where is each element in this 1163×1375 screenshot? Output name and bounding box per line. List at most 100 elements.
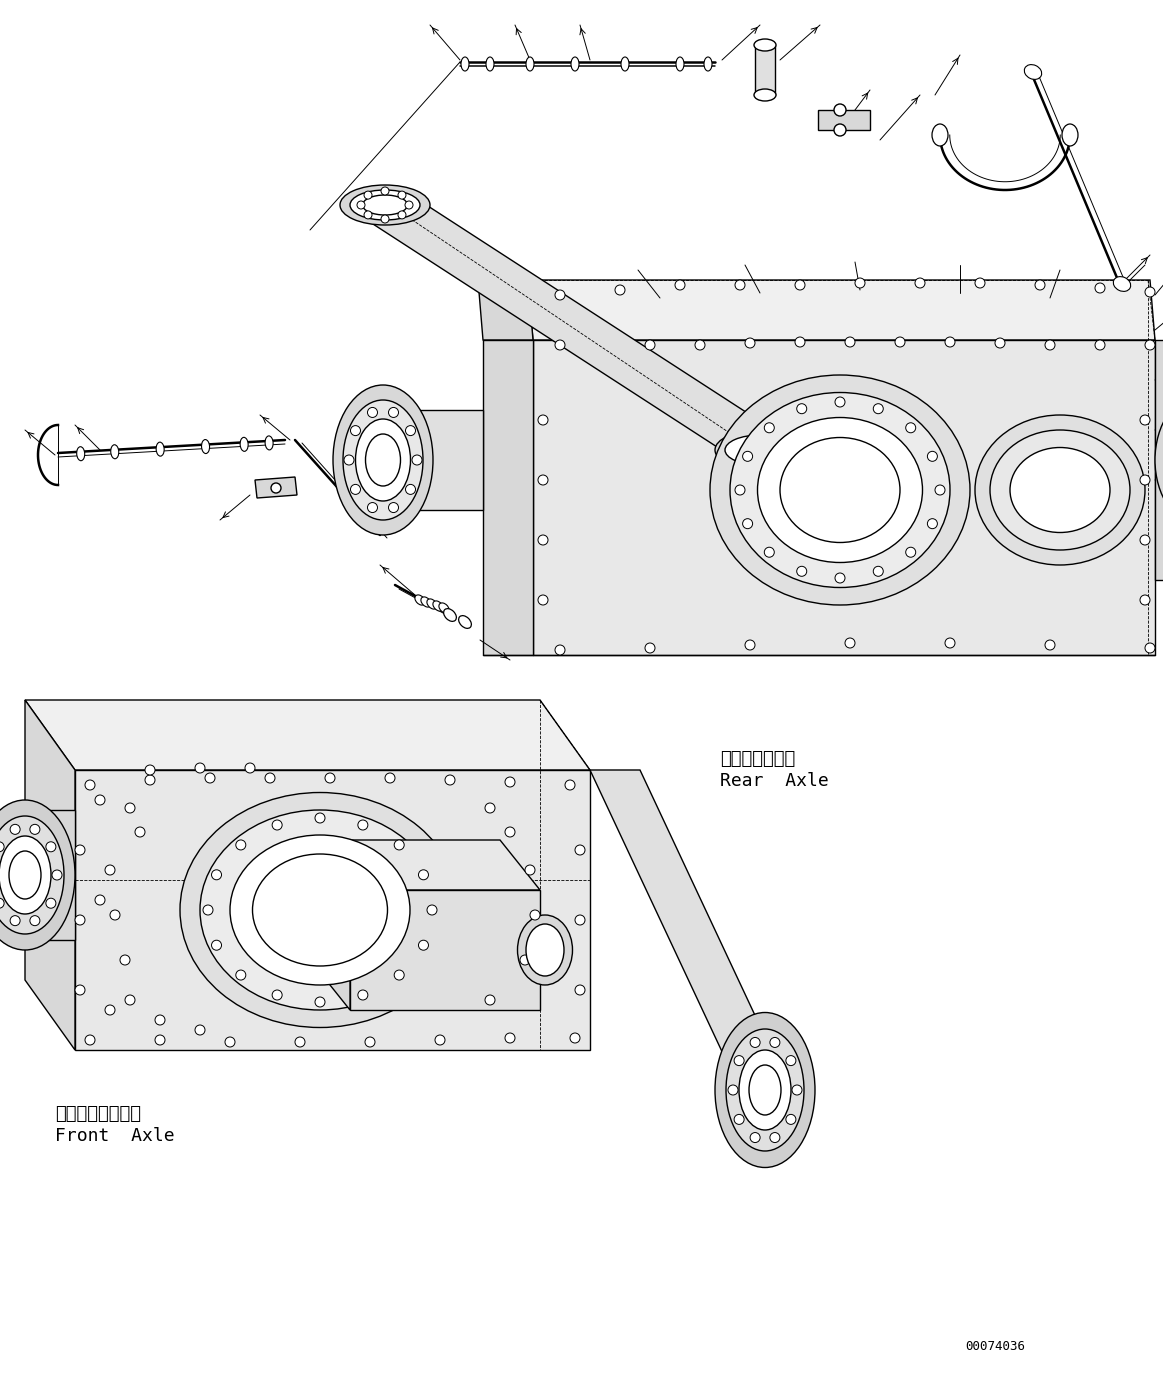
Circle shape — [530, 910, 540, 920]
Circle shape — [1146, 644, 1155, 653]
Circle shape — [525, 865, 535, 874]
Circle shape — [505, 1033, 515, 1044]
Circle shape — [946, 638, 955, 648]
Circle shape — [792, 1085, 802, 1094]
Circle shape — [770, 1038, 780, 1048]
Circle shape — [896, 337, 905, 346]
Ellipse shape — [363, 195, 407, 214]
Ellipse shape — [1009, 447, 1110, 532]
Circle shape — [835, 573, 846, 583]
Circle shape — [695, 340, 705, 351]
Circle shape — [1046, 639, 1055, 650]
Circle shape — [834, 124, 846, 136]
Ellipse shape — [9, 851, 41, 899]
Ellipse shape — [77, 447, 85, 461]
Circle shape — [786, 1114, 795, 1125]
Circle shape — [350, 426, 361, 436]
Circle shape — [45, 842, 56, 851]
Polygon shape — [533, 340, 1155, 654]
Ellipse shape — [730, 392, 950, 587]
Text: リヤーアクスル: リヤーアクスル — [720, 749, 795, 769]
Ellipse shape — [433, 601, 443, 610]
Circle shape — [645, 340, 655, 351]
Circle shape — [1046, 340, 1055, 351]
Circle shape — [365, 1037, 374, 1046]
Circle shape — [996, 338, 1005, 348]
Ellipse shape — [526, 56, 534, 72]
Circle shape — [145, 765, 155, 776]
Circle shape — [728, 1085, 739, 1094]
Circle shape — [110, 910, 120, 920]
Circle shape — [445, 775, 455, 785]
Circle shape — [975, 278, 985, 287]
Circle shape — [770, 1133, 780, 1143]
Circle shape — [236, 840, 245, 850]
Circle shape — [85, 1035, 95, 1045]
Ellipse shape — [350, 190, 420, 220]
Ellipse shape — [427, 600, 437, 609]
Circle shape — [85, 780, 95, 791]
Circle shape — [350, 484, 361, 495]
Circle shape — [575, 914, 585, 925]
Polygon shape — [1155, 340, 1163, 580]
Circle shape — [224, 1037, 235, 1046]
Circle shape — [743, 451, 752, 462]
Text: Rear  Axle: Rear Axle — [720, 771, 829, 791]
Polygon shape — [372, 186, 772, 466]
Circle shape — [538, 595, 548, 605]
Circle shape — [873, 566, 883, 576]
Circle shape — [364, 191, 372, 199]
Polygon shape — [350, 890, 540, 1011]
Ellipse shape — [0, 800, 74, 950]
Ellipse shape — [749, 1066, 782, 1115]
Circle shape — [615, 285, 625, 296]
Ellipse shape — [461, 56, 469, 72]
Circle shape — [555, 645, 565, 654]
Circle shape — [735, 280, 745, 290]
Circle shape — [538, 474, 548, 485]
Ellipse shape — [415, 595, 426, 605]
Ellipse shape — [356, 419, 411, 500]
Ellipse shape — [0, 836, 51, 914]
Circle shape — [764, 547, 775, 557]
Circle shape — [1096, 283, 1105, 293]
Circle shape — [565, 780, 575, 791]
Circle shape — [873, 404, 883, 414]
Circle shape — [675, 280, 685, 290]
Circle shape — [645, 644, 655, 653]
Circle shape — [927, 451, 937, 462]
Circle shape — [52, 870, 62, 880]
Circle shape — [835, 397, 846, 407]
Circle shape — [10, 916, 20, 925]
Circle shape — [124, 996, 135, 1005]
Circle shape — [538, 415, 548, 425]
Circle shape — [419, 941, 428, 950]
Ellipse shape — [365, 434, 400, 485]
Circle shape — [105, 1005, 115, 1015]
Ellipse shape — [709, 375, 970, 605]
Ellipse shape — [1062, 124, 1078, 146]
Circle shape — [315, 997, 324, 1006]
Polygon shape — [383, 410, 483, 510]
Ellipse shape — [1025, 65, 1042, 80]
Circle shape — [538, 535, 548, 544]
Circle shape — [368, 502, 378, 513]
Polygon shape — [528, 280, 1155, 340]
Text: 00074036: 00074036 — [965, 1341, 1025, 1353]
Circle shape — [368, 407, 378, 418]
Polygon shape — [24, 810, 74, 941]
Ellipse shape — [438, 602, 449, 613]
Circle shape — [398, 191, 406, 199]
Circle shape — [906, 422, 915, 433]
Circle shape — [505, 777, 515, 786]
Circle shape — [555, 290, 565, 300]
Circle shape — [855, 278, 865, 287]
Circle shape — [385, 773, 395, 782]
Ellipse shape — [110, 444, 119, 459]
Circle shape — [155, 1015, 165, 1024]
Circle shape — [398, 210, 406, 219]
Circle shape — [45, 898, 56, 909]
Ellipse shape — [725, 434, 795, 465]
Ellipse shape — [230, 835, 411, 984]
Ellipse shape — [252, 854, 387, 967]
